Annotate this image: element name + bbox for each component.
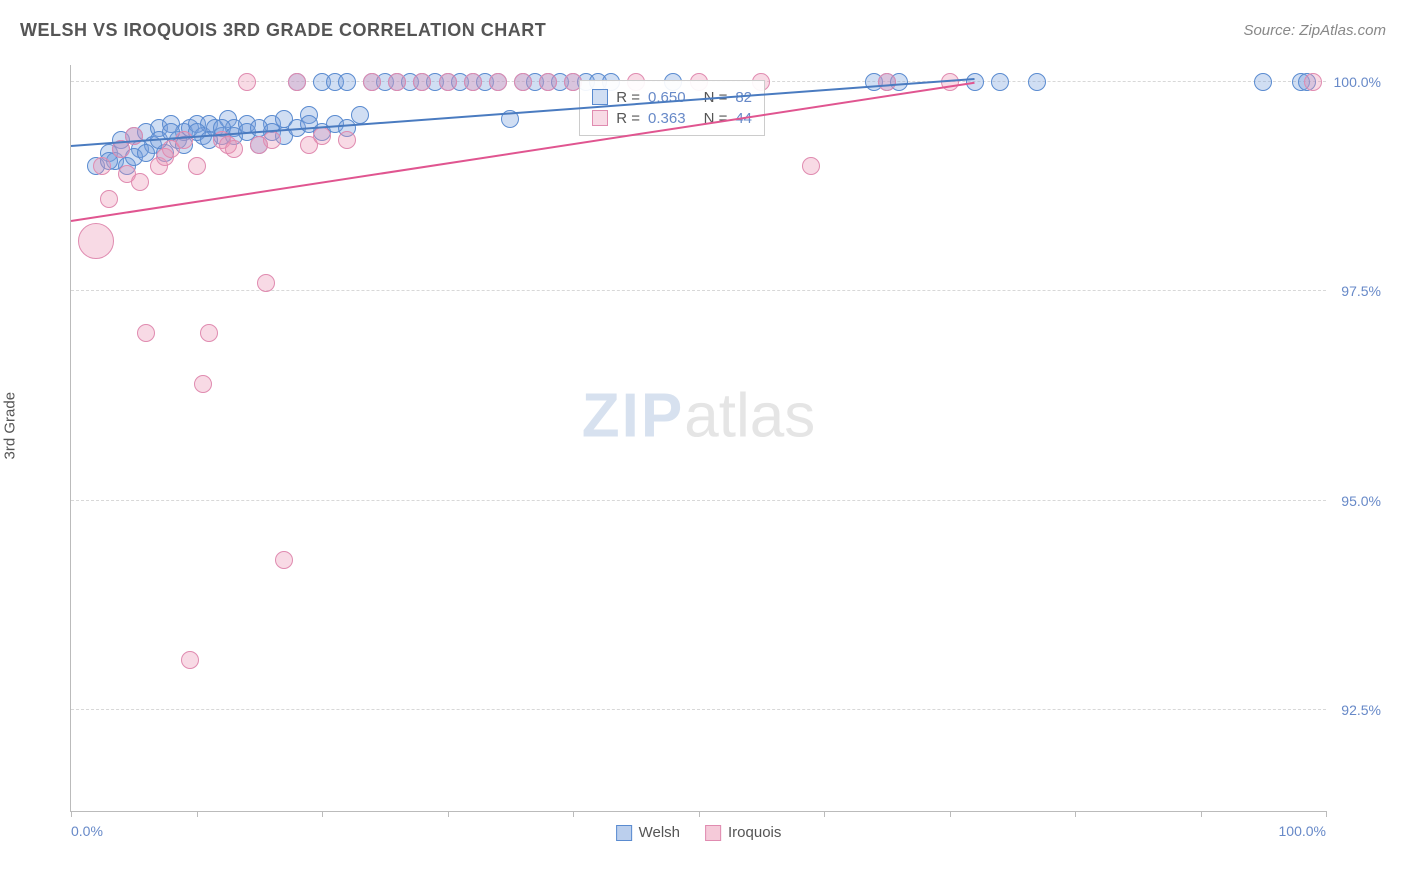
scatter-point [489, 73, 507, 91]
y-tick-label: 95.0% [1331, 493, 1381, 509]
scatter-point [175, 131, 193, 149]
gridline-h [71, 290, 1326, 291]
gridline-h [71, 500, 1326, 501]
scatter-plot: ZIPatlas 92.5%95.0%97.5%100.0%0.0%100.0%… [70, 65, 1326, 812]
y-tick-label: 100.0% [1331, 74, 1381, 90]
scatter-point [131, 173, 149, 191]
bottom-legend-label: Welsh [639, 824, 680, 841]
watermark-part2: atlas [684, 381, 815, 450]
scatter-point [991, 73, 1009, 91]
legend-swatch [705, 825, 721, 841]
scatter-point [257, 274, 275, 292]
chart-header: WELSH VS IROQUOIS 3RD GRADE CORRELATION … [20, 20, 1386, 41]
x-tick-mark [1201, 811, 1202, 817]
legend-r-label: R = [616, 110, 640, 127]
scatter-point [388, 73, 406, 91]
x-tick-mark [1326, 811, 1327, 817]
bottom-legend: Welsh Iroquois [616, 824, 782, 841]
legend-swatch [616, 825, 632, 841]
legend-swatch [592, 89, 608, 105]
x-tick-mark [699, 811, 700, 817]
scatter-point [1304, 73, 1322, 91]
scatter-point [200, 324, 218, 342]
scatter-point [439, 73, 457, 91]
x-tick-mark [950, 811, 951, 817]
chart-title: WELSH VS IROQUOIS 3RD GRADE CORRELATION … [20, 20, 546, 41]
chart-wrapper: 3rd Grade ZIPatlas 92.5%95.0%97.5%100.0%… [20, 50, 1386, 872]
scatter-point [137, 324, 155, 342]
x-tick-mark [197, 811, 198, 817]
bottom-legend-label: Iroquois [728, 824, 781, 841]
scatter-point [514, 73, 532, 91]
bottom-legend-item: Welsh [616, 824, 680, 841]
x-tick-mark [1075, 811, 1076, 817]
scatter-point [802, 157, 820, 175]
x-tick-label-min: 0.0% [71, 823, 103, 839]
scatter-point [1254, 73, 1272, 91]
scatter-point [464, 73, 482, 91]
x-tick-mark [322, 811, 323, 817]
scatter-point [878, 73, 896, 91]
scatter-point [413, 73, 431, 91]
scatter-point [275, 551, 293, 569]
bottom-legend-item: Iroquois [705, 824, 781, 841]
y-tick-label: 97.5% [1331, 283, 1381, 299]
x-tick-label-max: 100.0% [1279, 823, 1326, 839]
scatter-point [363, 73, 381, 91]
watermark: ZIPatlas [582, 380, 815, 451]
scatter-point [188, 157, 206, 175]
scatter-point [181, 651, 199, 669]
x-tick-mark [824, 811, 825, 817]
scatter-point [338, 73, 356, 91]
y-axis-label: 3rd Grade [2, 392, 19, 460]
scatter-point [238, 73, 256, 91]
x-tick-mark [448, 811, 449, 817]
x-tick-mark [71, 811, 72, 817]
legend-r-value: 0.363 [648, 110, 686, 127]
trend-line [71, 82, 975, 222]
scatter-point [263, 131, 281, 149]
source-attribution: Source: ZipAtlas.com [1243, 22, 1386, 39]
y-tick-label: 92.5% [1331, 702, 1381, 718]
watermark-part1: ZIP [582, 381, 684, 450]
scatter-point [313, 127, 331, 145]
scatter-point [100, 190, 118, 208]
scatter-point [225, 140, 243, 158]
scatter-point [78, 223, 114, 259]
gridline-h [71, 709, 1326, 710]
scatter-point [338, 131, 356, 149]
legend-swatch [592, 110, 608, 126]
scatter-point [1028, 73, 1046, 91]
scatter-point [288, 73, 306, 91]
scatter-point [194, 375, 212, 393]
x-tick-mark [573, 811, 574, 817]
scatter-point [539, 73, 557, 91]
scatter-point [93, 157, 111, 175]
